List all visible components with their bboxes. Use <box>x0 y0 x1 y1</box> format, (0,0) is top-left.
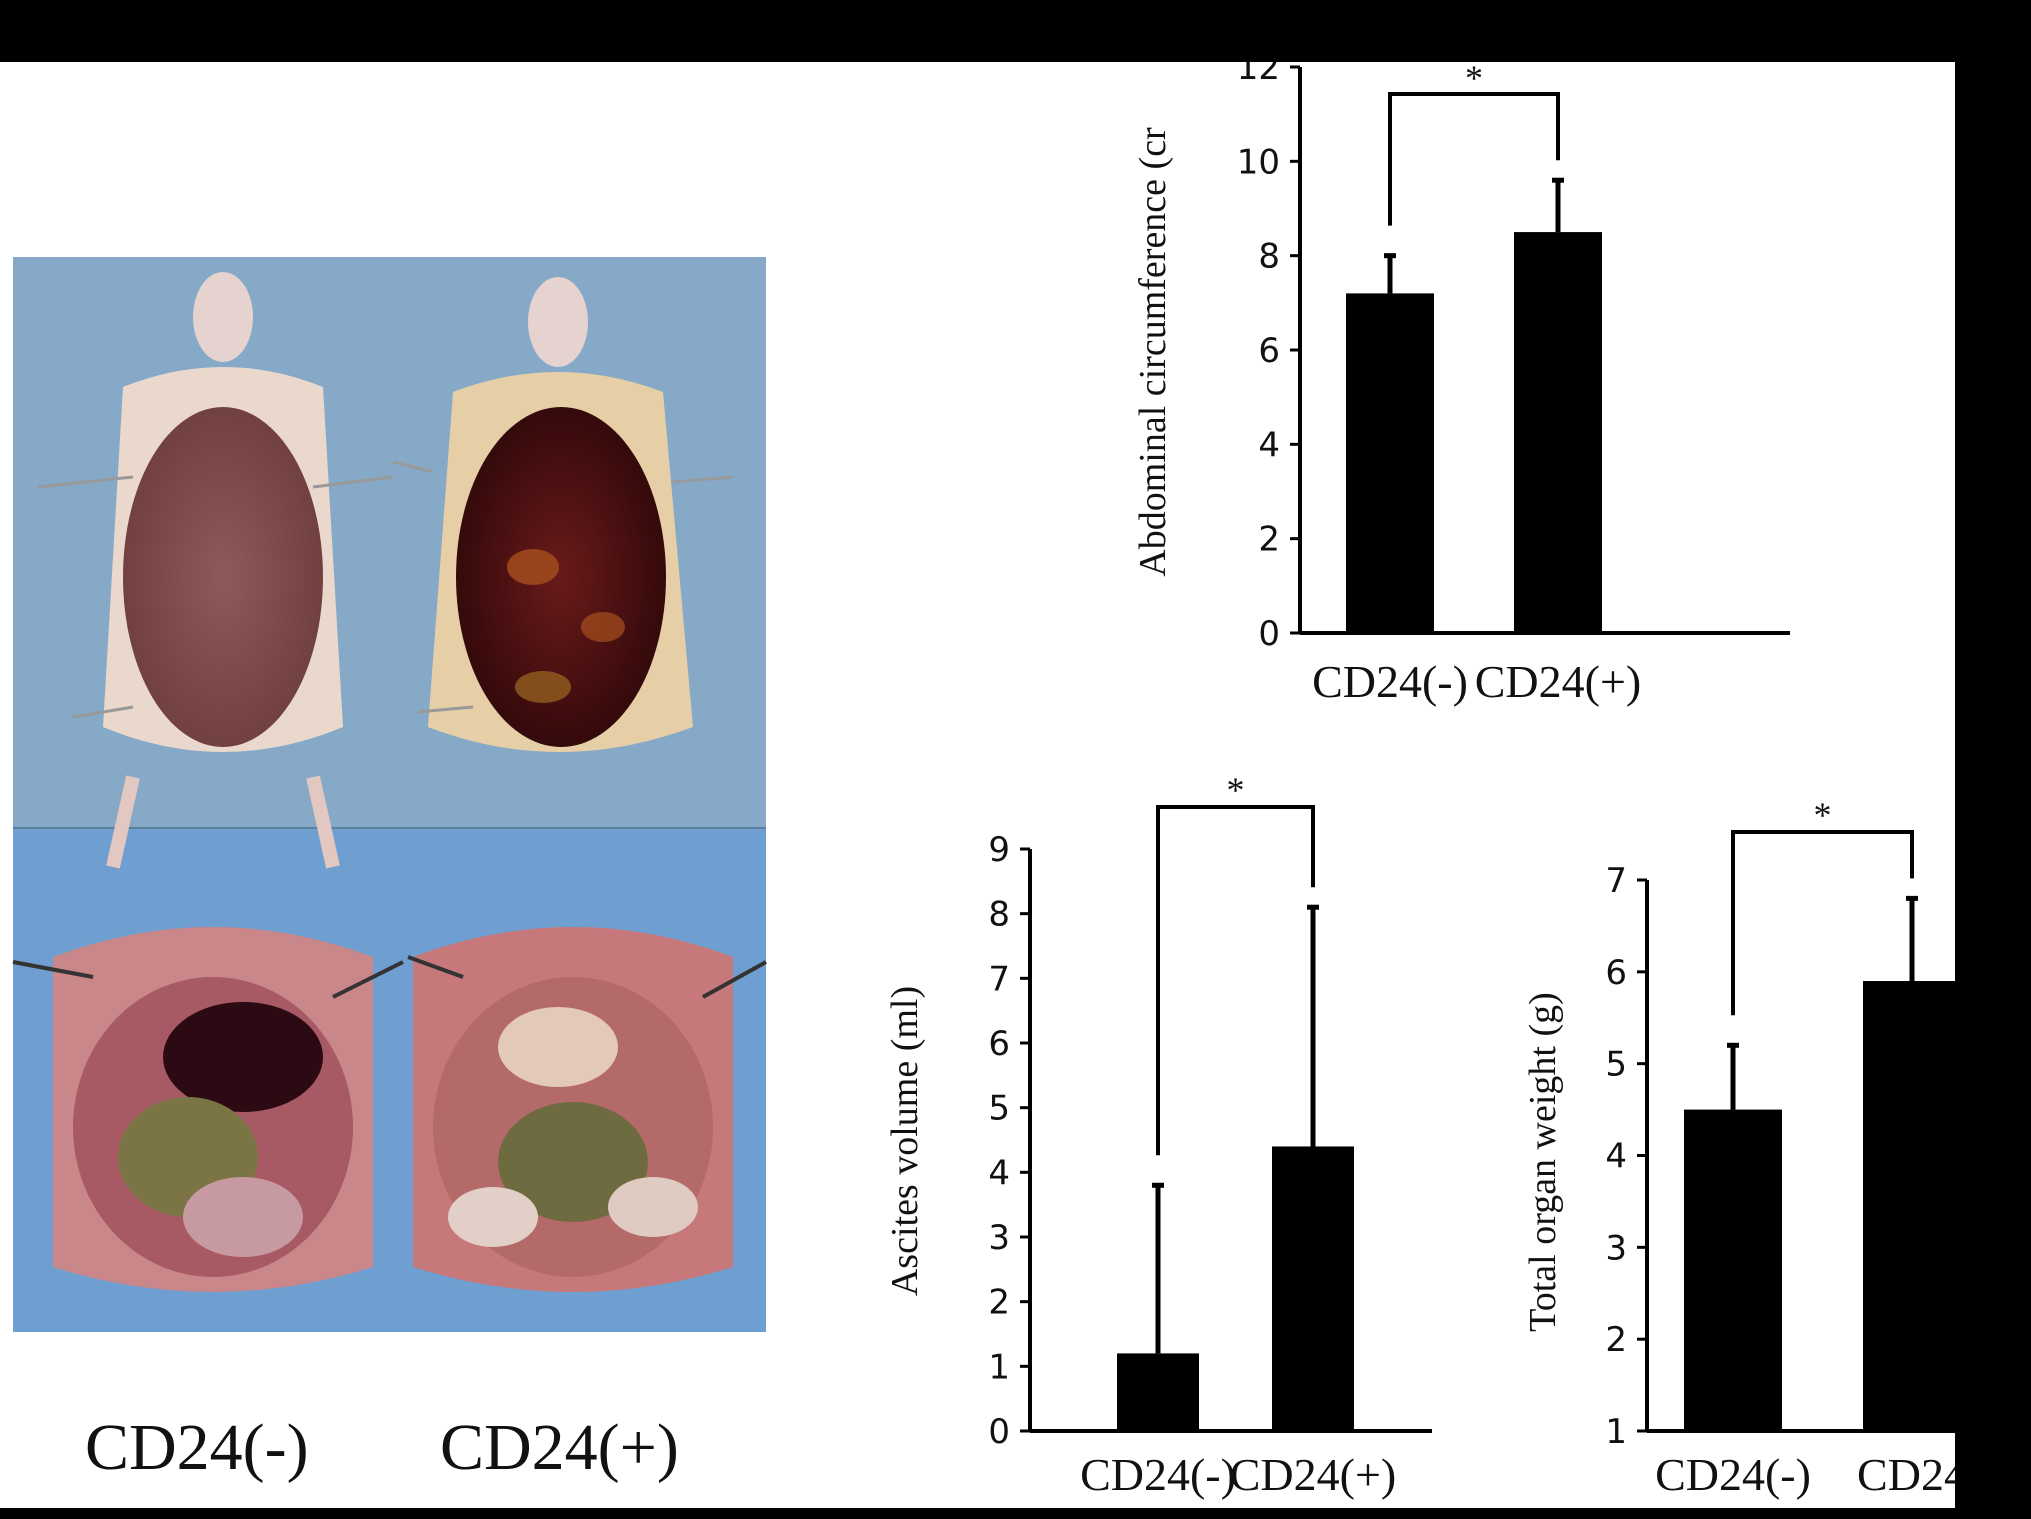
x-category-label: CD24(+) <box>1230 1449 1396 1500</box>
figure-panel: CD24(-) CD24(+) 0 2 4 6 8 10 12 Abdominal circu… <box>0 62 1955 1508</box>
bar-cd24-neg <box>1684 1109 1782 1431</box>
bar-cd24-neg <box>1346 293 1434 633</box>
significance-star: * <box>1465 62 1483 98</box>
chart-abdominal-circumference: 0 2 4 6 8 10 12 Abdominal circumference (cr * CD2… <box>1132 62 1790 707</box>
y-tick-label: 6 <box>1605 953 1627 993</box>
y-tick-label: 3 <box>988 1218 1010 1258</box>
y-tick-label: 9 <box>988 830 1010 870</box>
bar-cd24-neg <box>1117 1353 1199 1431</box>
y-tick-label: 3 <box>1605 1228 1627 1268</box>
x-category-label: CD24 <box>1857 1449 1955 1500</box>
y-axis-label: Abdominal circumference (cr <box>1132 127 1174 577</box>
bar-cd24-pos <box>1272 1146 1354 1431</box>
y-tick-label: 2 <box>1258 520 1280 560</box>
bar-cd24-pos <box>1514 232 1602 634</box>
y-tick-label: 6 <box>1258 331 1280 371</box>
y-tick-label: 2 <box>1605 1320 1627 1360</box>
x-category-label: CD24(-) <box>1312 656 1468 707</box>
y-tick-label: 10 <box>1237 142 1280 182</box>
y-tick-label: 8 <box>1258 237 1280 277</box>
bar-cd24-pos <box>1863 981 1955 1431</box>
y-tick-label: 1 <box>988 1347 1010 1387</box>
x-category-label: CD24(+) <box>1475 656 1641 707</box>
y-tick-label: 4 <box>1258 425 1280 465</box>
y-tick-label: 6 <box>988 1024 1010 1064</box>
photo-label-cd24-neg: CD24(-) <box>85 1411 309 1484</box>
significance-bracket <box>1731 830 1914 1016</box>
photo-label-cd24-pos: CD24(+) <box>440 1411 679 1484</box>
y-tick-label: 4 <box>988 1153 1010 1193</box>
significance-bracket <box>1388 92 1560 226</box>
y-tick-label: 0 <box>1258 614 1280 654</box>
y-tick-label: 8 <box>988 895 1010 935</box>
x-category-label: CD24(-) <box>1080 1449 1236 1500</box>
y-tick-label: 1 <box>1605 1412 1627 1452</box>
mouse-bottom-right <box>407 927 767 1292</box>
y-tick-label: 7 <box>1605 861 1627 901</box>
significance-star: * <box>1227 770 1245 810</box>
y-tick-label: 2 <box>988 1283 1010 1323</box>
significance-bracket <box>1156 805 1315 1156</box>
significance-star: * <box>1814 795 1832 835</box>
necropsy-photo <box>12 257 767 1332</box>
y-tick-label: 4 <box>1605 1137 1627 1177</box>
y-tick-label: 5 <box>1605 1045 1627 1085</box>
chart-total-organ-weight: 1 2 3 4 5 6 7 Total organ weight (g) * CD24(-) CD2… <box>1522 795 1955 1500</box>
y-tick-label: 7 <box>988 959 1010 999</box>
mouse-top-left <box>37 272 394 869</box>
y-tick-label: 12 <box>1237 62 1280 88</box>
mouse-top-right <box>392 277 734 752</box>
y-axis-label: Ascites volume (ml) <box>884 986 926 1296</box>
y-tick-label: 0 <box>988 1412 1010 1452</box>
x-category-label: CD24(-) <box>1655 1449 1811 1500</box>
mouse-bottom-left <box>12 927 404 1292</box>
y-axis-label: Total organ weight (g) <box>1522 992 1564 1332</box>
chart-ascites-volume: 0 1 2 3 4 5 6 7 8 9 Ascites volume (ml) * CD24(-)CD2… <box>884 770 1432 1500</box>
y-tick-label: 5 <box>988 1089 1010 1129</box>
